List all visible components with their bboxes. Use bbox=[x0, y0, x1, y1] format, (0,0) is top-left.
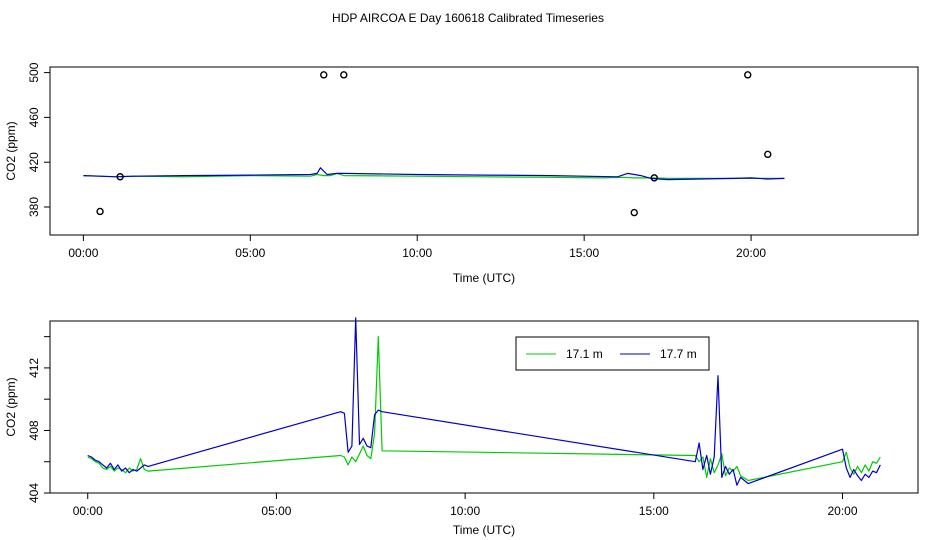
top-panel: 00:00 05:00 10:00 15:00 20:00 380 420 460 500 T… bbox=[4, 62, 919, 285]
x-tick-label: 00:00 bbox=[73, 504, 103, 518]
outlier-point bbox=[96, 207, 104, 216]
top-series-group bbox=[83, 167, 785, 181]
x-tick-label: 05:00 bbox=[235, 246, 265, 260]
legend-label-17-1-m: 17.1 m bbox=[566, 347, 603, 361]
series-line-blue bbox=[83, 167, 785, 181]
bottom-x-axis: 00:00 05:00 10:00 15:00 20:00 bbox=[73, 493, 858, 518]
y-tick-label: 380 bbox=[27, 197, 41, 217]
top-y-axis: 380 420 460 500 bbox=[27, 62, 50, 217]
bottom-series-group bbox=[87, 317, 881, 486]
x-tick-label: 20:00 bbox=[828, 504, 858, 518]
legend-label-17-7-m: 17.7 m bbox=[660, 347, 697, 361]
outlier-point bbox=[116, 173, 124, 181]
top-x-axis: 00:00 05:00 10:00 15:00 20:00 bbox=[68, 235, 766, 260]
x-tick-label: 15:00 bbox=[639, 504, 669, 518]
top-x-axis-label: Time (UTC) bbox=[453, 271, 515, 285]
x-tick-label: 10:00 bbox=[450, 504, 480, 518]
page-title: HDP AIRCOA E Day 160618 Calibrated Times… bbox=[332, 11, 604, 25]
series-line-17-7-m bbox=[87, 317, 881, 486]
top-outlier-points bbox=[96, 71, 772, 217]
outlier-point bbox=[650, 174, 658, 182]
bottom-y-axis: 404 408 412 bbox=[27, 336, 50, 503]
y-tick-label: 460 bbox=[27, 107, 41, 127]
top-plot-frame bbox=[49, 66, 919, 236]
y-tick-label: 408 bbox=[27, 420, 41, 440]
outlier-point bbox=[320, 71, 328, 79]
bottom-plot-frame bbox=[49, 320, 919, 494]
bottom-x-axis-label: Time (UTC) bbox=[453, 523, 515, 537]
top-y-axis-label: CO2 (ppm) bbox=[4, 121, 18, 180]
bottom-y-axis-label: CO2 (ppm) bbox=[4, 377, 18, 436]
outlier-point bbox=[744, 71, 752, 79]
outlier-point bbox=[340, 71, 348, 79]
x-tick-label: 00:00 bbox=[68, 246, 98, 260]
x-tick-label: 15:00 bbox=[569, 246, 599, 260]
y-tick-label: 500 bbox=[27, 62, 41, 82]
series-line-17-1-m bbox=[87, 336, 881, 482]
outlier-point bbox=[764, 150, 772, 159]
outlier-point bbox=[630, 208, 638, 217]
x-tick-label: 10:00 bbox=[402, 246, 432, 260]
bottom-panel: 00:00 05:00 10:00 15:00 20:00 404 408 412 Time… bbox=[4, 317, 919, 537]
x-tick-label: 20:00 bbox=[736, 246, 766, 260]
y-tick-label: 412 bbox=[27, 358, 41, 378]
x-tick-label: 05:00 bbox=[261, 504, 291, 518]
legend: 17.1 m 17.7 m bbox=[515, 336, 710, 371]
y-tick-label: 404 bbox=[27, 483, 41, 503]
y-tick-label: 420 bbox=[27, 152, 41, 172]
